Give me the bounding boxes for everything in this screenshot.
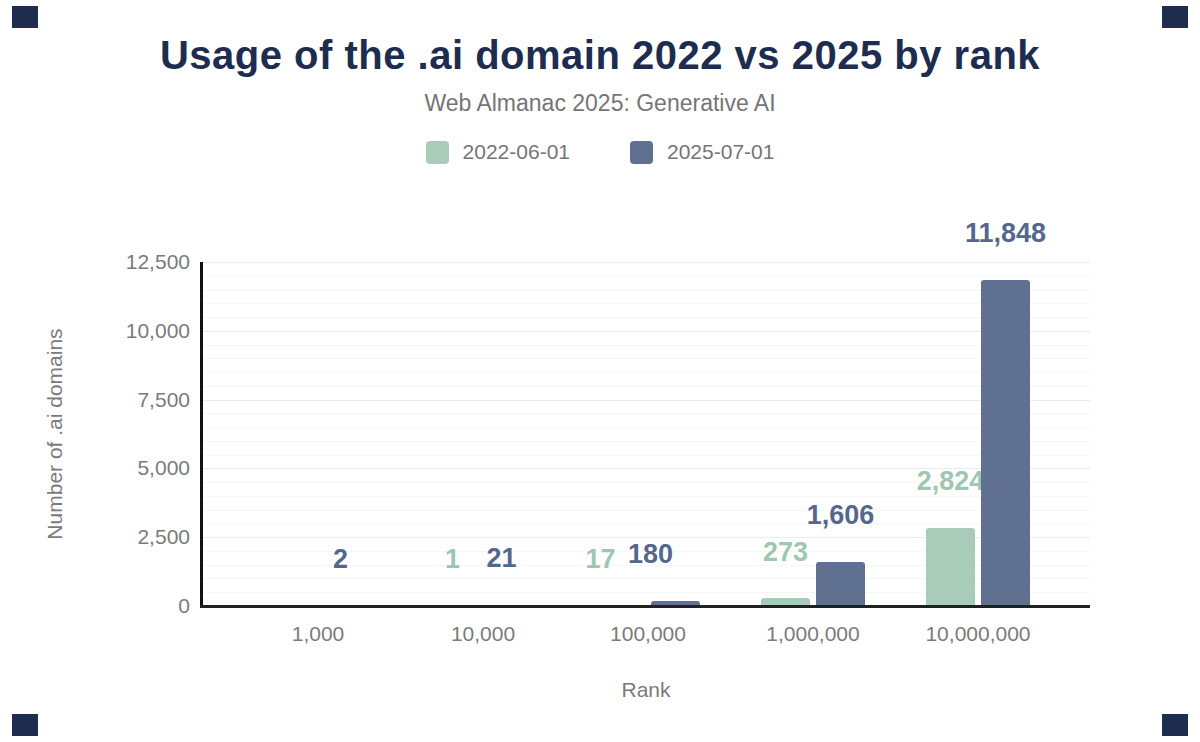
y-axis-tick-label: 0 bbox=[100, 595, 190, 617]
minor-gridline bbox=[202, 386, 1090, 387]
y-axis-line bbox=[200, 262, 203, 608]
minor-gridline bbox=[202, 455, 1090, 456]
minor-gridline bbox=[202, 290, 1090, 291]
x-axis-tick-label: 1,000,000 bbox=[728, 622, 898, 646]
chart-plot-area: 02,5005,0007,50010,00012,5001172732,8242… bbox=[0, 0, 1200, 742]
x-axis-tick-label: 1,000 bbox=[233, 622, 403, 646]
major-gridline bbox=[202, 262, 1090, 263]
major-gridline bbox=[202, 331, 1090, 332]
bar-value-label: 1,606 bbox=[771, 502, 911, 529]
minor-gridline bbox=[202, 441, 1090, 442]
y-axis-tick-label: 10,000 bbox=[100, 320, 190, 342]
x-axis-tick-label: 10,000 bbox=[398, 622, 568, 646]
minor-gridline bbox=[202, 317, 1090, 318]
y-axis-tick-label: 2,500 bbox=[100, 526, 190, 548]
bar-2022-06-01-10,000,000 bbox=[926, 528, 975, 606]
y-axis-tick-label: 5,000 bbox=[100, 457, 190, 479]
minor-gridline bbox=[202, 413, 1090, 414]
minor-gridline bbox=[202, 510, 1090, 511]
y-axis-tick-label: 12,500 bbox=[100, 251, 190, 273]
y-axis-tick-label: 7,500 bbox=[100, 389, 190, 411]
y-axis-title: Number of .ai domains bbox=[43, 314, 67, 554]
minor-gridline bbox=[202, 303, 1090, 304]
bar-value-label: 21 bbox=[432, 545, 572, 572]
bar-2025-07-01-10,000,000 bbox=[981, 280, 1030, 606]
bar-2025-07-01-1,000,000 bbox=[816, 562, 865, 606]
x-axis-tick-label: 10,000,000 bbox=[893, 622, 1063, 646]
major-gridline bbox=[202, 400, 1090, 401]
bar-value-label: 180 bbox=[581, 541, 721, 568]
bar-value-label: 11,848 bbox=[936, 220, 1076, 247]
x-axis-tick-label: 100,000 bbox=[563, 622, 733, 646]
bar-value-label: 2 bbox=[271, 546, 411, 573]
minor-gridline bbox=[202, 276, 1090, 277]
minor-gridline bbox=[202, 523, 1090, 524]
minor-gridline bbox=[202, 496, 1090, 497]
minor-gridline bbox=[202, 372, 1090, 373]
minor-gridline bbox=[202, 345, 1090, 346]
x-axis-line bbox=[200, 605, 1090, 608]
x-axis-title: Rank bbox=[546, 678, 746, 702]
minor-gridline bbox=[202, 358, 1090, 359]
minor-gridline bbox=[202, 427, 1090, 428]
